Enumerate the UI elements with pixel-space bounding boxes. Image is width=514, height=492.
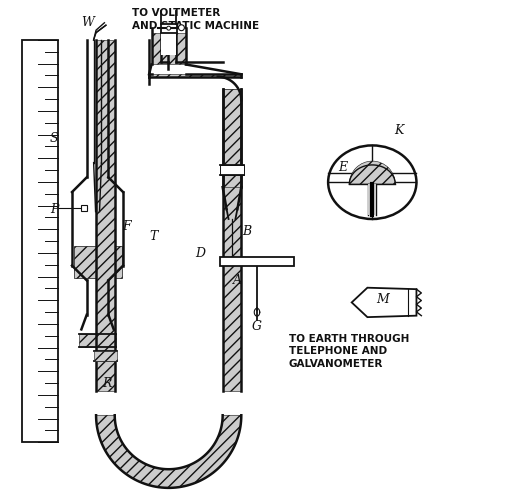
Circle shape — [167, 26, 171, 30]
Text: K: K — [395, 124, 404, 137]
Bar — [79, 334, 116, 346]
Bar — [223, 89, 241, 187]
Bar — [94, 351, 117, 361]
Bar — [152, 32, 186, 64]
Bar — [96, 40, 115, 391]
Bar — [369, 184, 376, 215]
Text: S: S — [50, 131, 59, 145]
Wedge shape — [96, 415, 241, 488]
Text: D: D — [196, 247, 206, 260]
Bar — [149, 74, 241, 77]
Ellipse shape — [328, 146, 416, 219]
Text: G: G — [252, 320, 262, 334]
Text: P: P — [50, 203, 59, 215]
Bar — [74, 246, 122, 278]
Text: R: R — [103, 377, 112, 390]
Text: TO EARTH THROUGH
TELEPHONE AND
GALVANOMETER: TO EARTH THROUGH TELEPHONE AND GALVANOME… — [289, 334, 409, 369]
Bar — [81, 205, 87, 211]
Text: B: B — [243, 225, 252, 238]
Bar — [220, 257, 294, 266]
Bar — [161, 32, 176, 55]
Text: M: M — [376, 293, 389, 307]
Wedge shape — [350, 161, 395, 184]
Text: E: E — [338, 161, 347, 174]
Text: A: A — [233, 274, 242, 287]
Text: F: F — [123, 220, 131, 233]
Bar — [161, 24, 176, 32]
Bar — [220, 165, 244, 175]
Polygon shape — [352, 288, 416, 317]
Bar — [74, 192, 122, 246]
Bar — [22, 40, 58, 442]
Text: W: W — [81, 16, 94, 29]
Text: TO VOLTMETER
AND STATIC MACHINE: TO VOLTMETER AND STATIC MACHINE — [132, 8, 259, 31]
Circle shape — [178, 25, 185, 31]
Bar — [223, 89, 241, 391]
Text: T: T — [150, 230, 158, 243]
